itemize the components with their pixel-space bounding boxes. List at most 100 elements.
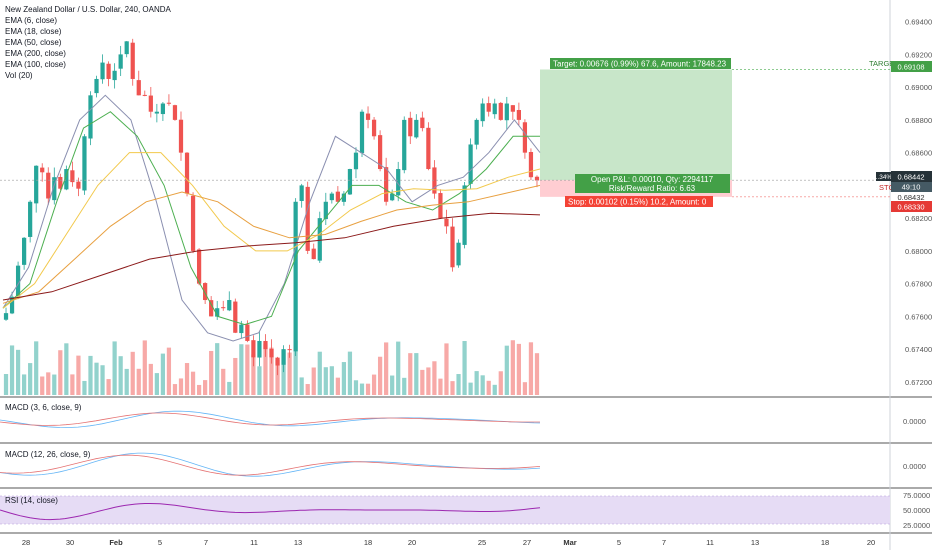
time-tick-label: 11 [706, 538, 714, 547]
volume-bar [100, 365, 105, 395]
volume-bar [498, 371, 503, 395]
rsi-tick: 25.0000 [903, 521, 930, 530]
volume-bar [377, 356, 383, 395]
stop-tag: STOP [879, 183, 899, 192]
macd2-label: MACD (12, 26, close, 9) [5, 450, 91, 459]
target-label-box[interactable] [550, 58, 731, 69]
candle [444, 218, 449, 227]
volume-bar [323, 367, 328, 395]
rsi-line [0, 503, 541, 521]
candle [305, 186, 310, 251]
stop-label-box[interactable] [565, 196, 713, 207]
candle [281, 349, 286, 365]
volume-bar [257, 366, 262, 395]
target-price-tag [891, 61, 932, 72]
candle [94, 78, 99, 94]
candle [275, 357, 280, 366]
candle [100, 62, 105, 80]
volume-bars [3, 340, 540, 395]
volume-bar [209, 350, 214, 395]
volume-bar [130, 351, 135, 395]
candle [160, 103, 166, 115]
volume-bar [94, 362, 99, 395]
volume-bar [480, 375, 485, 395]
candle [166, 102, 172, 104]
volume-bar [22, 374, 27, 395]
macd2-lines [0, 452, 541, 477]
volume-bar [136, 368, 141, 395]
volume-bar [196, 384, 202, 395]
candle [534, 176, 540, 181]
pct-tag [876, 172, 891, 181]
candle [377, 135, 383, 170]
volume-bar [76, 355, 81, 395]
time-tick-label: 18 [821, 538, 829, 547]
volume-bar [462, 341, 467, 395]
candle [203, 283, 208, 301]
volume-bar [516, 343, 521, 395]
open-pnl-label: Open P&L: 0.00010, Qty: 2294117 [591, 175, 714, 184]
price-tick-label: 0.69400 [905, 18, 932, 27]
volume-bar [534, 353, 540, 395]
volume-bar [432, 361, 437, 395]
target-zone[interactable] [540, 69, 732, 181]
volume-bar [233, 357, 238, 395]
volume-bar [426, 367, 431, 395]
price-tick-label: 0.68000 [905, 247, 932, 256]
volume-bar [528, 342, 534, 395]
candle [504, 103, 509, 121]
candle [82, 136, 87, 191]
volume-bar [408, 353, 413, 395]
candle [3, 313, 9, 320]
candle [287, 349, 292, 351]
pnl-label-box[interactable] [575, 174, 730, 193]
stop-price-tag [891, 201, 932, 212]
time-tick-label: 11 [250, 538, 258, 547]
candle [426, 127, 431, 170]
macd2-signal [0, 454, 541, 476]
candle [245, 324, 250, 341]
volume-bar [215, 343, 220, 395]
candle [76, 181, 81, 189]
rsi-tick: 75.0000 [903, 491, 930, 500]
candle [196, 249, 202, 284]
rsi-label: RSI (14, close) [5, 496, 58, 505]
last-price-tag [891, 171, 932, 182]
candle [353, 152, 359, 170]
candle [486, 103, 491, 112]
candle [239, 324, 244, 334]
candle [269, 348, 274, 358]
volume-bar [359, 383, 365, 395]
candle [341, 193, 347, 202]
candle [118, 54, 123, 69]
volume-bar [58, 350, 63, 395]
candle [215, 308, 220, 317]
rsi-tick: 50.0000 [903, 506, 930, 515]
volume-bar [118, 356, 123, 395]
volume-bar [420, 369, 425, 395]
candle [510, 105, 515, 112]
volume-bar [384, 342, 389, 395]
time-axis[interactable]: 28 30 Feb 5 7 11 13 18 20 25 27 Mar 5 7 11 13 18 20 [22, 538, 875, 547]
legend[interactable]: New Zealand Dollar / U.S. Dollar, 240, O… [5, 5, 172, 80]
volume-bar [371, 374, 377, 395]
volume-bar [190, 371, 196, 395]
volume-bar [34, 341, 39, 395]
candle [257, 340, 262, 358]
target-label: Target: 0.00676 (0.99%) 67.6, Amount: 17… [553, 60, 727, 69]
ema-line [2, 184, 541, 304]
price-tick-label: 0.68600 [905, 149, 932, 158]
volume-bar [28, 363, 33, 395]
time-tick-label: 20 [867, 538, 875, 547]
volume-bar [160, 353, 166, 395]
volume-bar [486, 380, 491, 395]
last-price-label: 0.68442 [897, 173, 924, 182]
time-tick-label: 20 [408, 538, 416, 547]
volume-bar [522, 382, 528, 395]
candle [480, 103, 485, 122]
candle [420, 117, 425, 129]
candle [311, 248, 316, 260]
risk-reward-label: Risk/Reward Ratio: 6.63 [609, 184, 696, 193]
volume-bar [70, 374, 75, 395]
